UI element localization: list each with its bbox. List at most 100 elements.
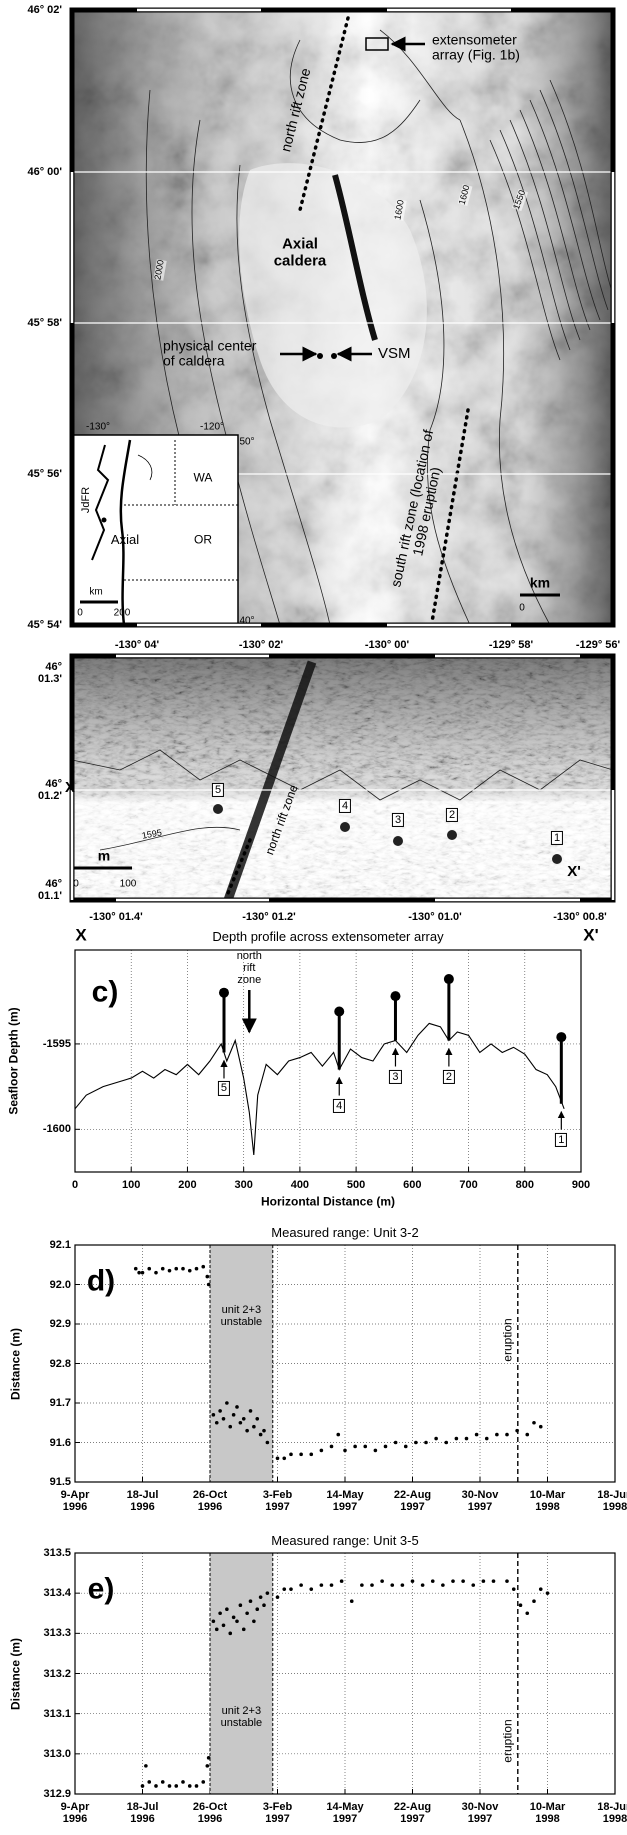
point — [221, 1417, 226, 1421]
inset-label: -120° — [199, 421, 225, 433]
point — [430, 1579, 435, 1583]
lat-label: 46° 02' — [27, 3, 62, 16]
point — [403, 1444, 408, 1449]
point — [484, 1436, 489, 1441]
x-tick-label: 9-Apr 1996 — [60, 1800, 90, 1825]
point — [309, 1587, 314, 1591]
contour-label: 1600 — [456, 183, 473, 206]
point — [343, 1448, 347, 1453]
point — [424, 1440, 428, 1445]
point — [383, 1444, 388, 1449]
x-tick-label: 800 — [515, 1178, 534, 1191]
lat-label: 45° 56' — [27, 467, 62, 480]
point — [214, 1627, 219, 1632]
lat-label: 45° 58' — [27, 316, 62, 329]
endpoint-label: X — [75, 925, 87, 945]
scale-label: 100 — [119, 878, 137, 890]
chart-title: Depth profile across extensometer array — [212, 928, 444, 944]
instrument — [390, 991, 401, 1002]
contour-label: 1595 — [141, 827, 163, 841]
point — [252, 1424, 256, 1429]
point — [299, 1583, 303, 1587]
contour-label: 1600 — [392, 199, 407, 221]
point — [518, 1603, 523, 1608]
point — [319, 1583, 324, 1587]
vsm-point — [331, 353, 337, 359]
point — [420, 1583, 425, 1587]
x-tick-label: 26-Oct 1996 — [192, 1488, 228, 1513]
y-tick-label: 92.0 — [49, 1278, 71, 1291]
point — [211, 1413, 216, 1417]
point — [410, 1579, 415, 1583]
contour-label: 2000 — [152, 259, 167, 281]
y-tick-label: -1600 — [42, 1123, 71, 1136]
x-tick-label: 300 — [234, 1178, 253, 1191]
point — [174, 1784, 179, 1788]
x-tick-label: 200 — [178, 1178, 197, 1191]
point — [511, 1587, 516, 1591]
plot-frame — [74, 949, 582, 1173]
y-tick-label: 313.2 — [43, 1667, 71, 1680]
point — [282, 1587, 287, 1591]
point — [474, 1432, 479, 1437]
lon-label: -130° 02' — [238, 638, 284, 651]
panel-label: d) — [86, 1264, 116, 1298]
point — [481, 1579, 486, 1583]
scale-label: 0 — [73, 878, 79, 890]
extensometer-box — [365, 37, 389, 51]
point — [147, 1780, 152, 1784]
point — [160, 1266, 165, 1271]
inset-label: 0 — [77, 607, 83, 619]
point — [491, 1579, 496, 1583]
point — [265, 1591, 270, 1595]
caldera-floor — [239, 163, 427, 428]
south-rift-trace — [430, 408, 470, 624]
x-tick-label: 18-Jul 1996 — [126, 1800, 159, 1825]
inset-label: km — [89, 586, 103, 598]
point — [441, 1583, 445, 1587]
scale-label: m — [97, 847, 111, 864]
unit-label: 4 — [338, 798, 352, 814]
point — [174, 1266, 179, 1271]
x-tick-label: 18-Jun 1998 — [597, 1488, 627, 1513]
point — [515, 1428, 519, 1433]
point — [414, 1440, 418, 1445]
point — [451, 1579, 455, 1583]
point — [137, 1270, 141, 1275]
lon-label: -130° 00.8' — [553, 910, 607, 923]
endpoint-label: X' — [583, 925, 599, 945]
point — [252, 1619, 256, 1624]
y-tick-label: 313.0 — [43, 1747, 71, 1760]
point — [167, 1784, 172, 1788]
point — [235, 1619, 239, 1624]
point — [309, 1452, 314, 1457]
point — [201, 1264, 206, 1269]
point — [206, 1756, 211, 1760]
point — [262, 1428, 266, 1433]
inset-label: WA — [193, 470, 213, 485]
point — [329, 1583, 334, 1587]
annotation: eruption — [500, 1719, 515, 1763]
y-tick-label: 313.3 — [43, 1627, 71, 1640]
point — [505, 1432, 509, 1437]
unit-points — [213, 804, 562, 864]
unit-label: 5 — [211, 782, 225, 798]
shading — [72, 656, 613, 900]
contour-label: 1550 — [510, 188, 529, 212]
x-tick-label: 500 — [346, 1178, 366, 1191]
point — [454, 1436, 459, 1441]
panel-label: e) — [87, 1572, 115, 1606]
x-tick-label: 10-Mar 1998 — [529, 1488, 566, 1513]
annotation: Axial caldera — [273, 235, 327, 269]
y-tick-label: 313.4 — [43, 1587, 71, 1600]
annotation: physical center of caldera — [163, 337, 257, 369]
point — [238, 1420, 243, 1425]
unit-label: 3 — [391, 812, 405, 828]
point — [154, 1784, 158, 1788]
caldera-wall — [332, 174, 378, 341]
x-tick-label: 30-Nov 1997 — [461, 1800, 499, 1825]
point — [241, 1627, 246, 1632]
point — [400, 1583, 405, 1587]
